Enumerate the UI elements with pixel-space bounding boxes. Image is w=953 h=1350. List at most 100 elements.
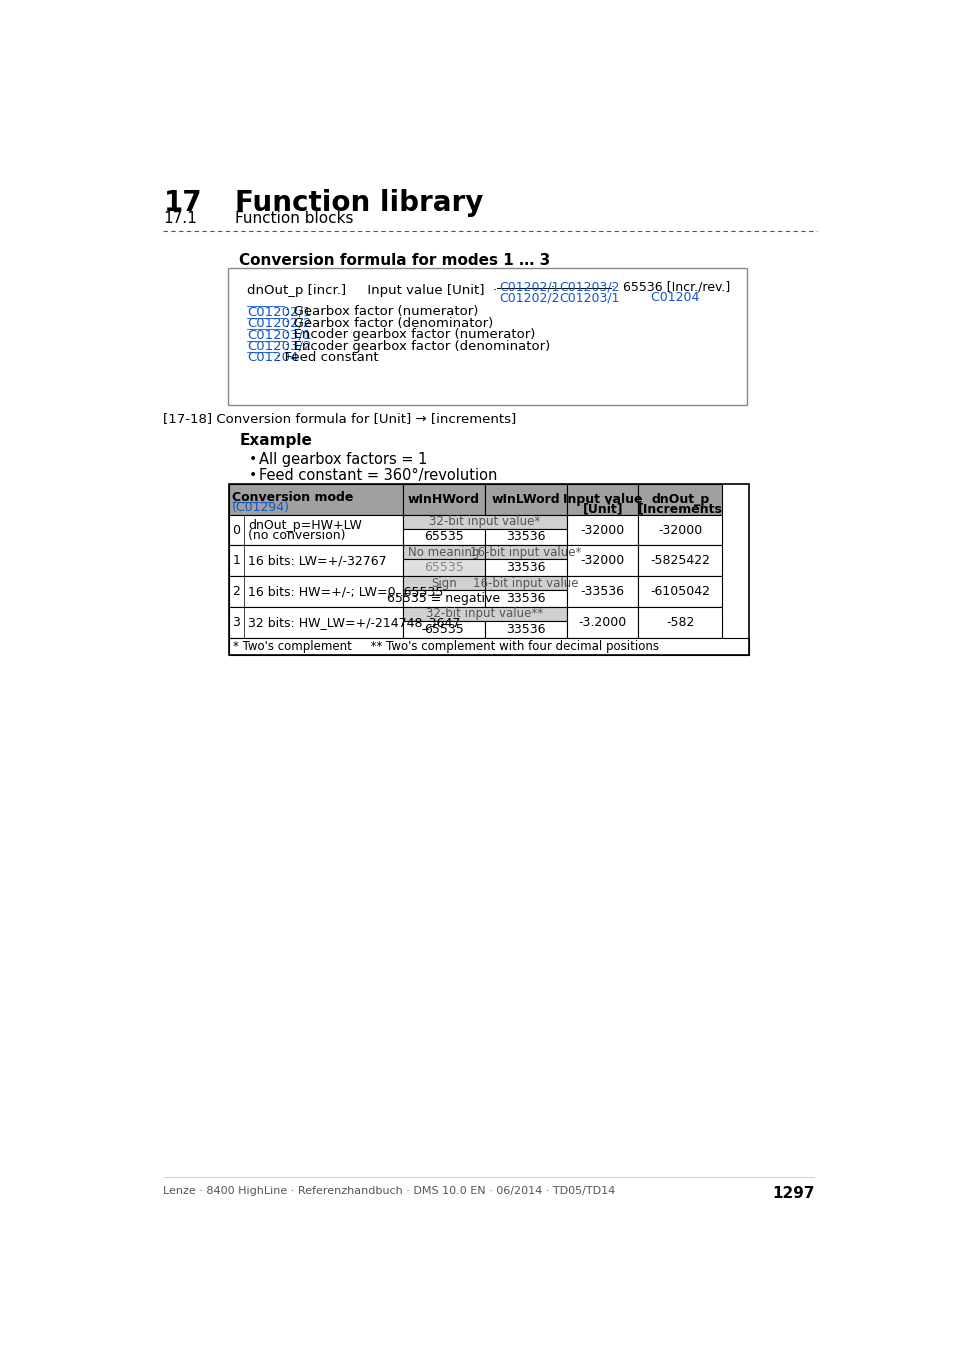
Bar [638, 545, 721, 576]
Bar [402, 590, 484, 608]
Text: 65535 ≡ negative: 65535 ≡ negative [387, 593, 500, 605]
Text: C01202/2: C01202/2 [498, 292, 558, 304]
Text: * Two's complement     ** Two's complement with four decimal positions: * Two's complement ** Two's complement w… [233, 640, 659, 653]
Bar [484, 483, 567, 514]
Bar [638, 608, 721, 637]
Text: ·  65536 [Incr./rev.]: · 65536 [Incr./rev.] [610, 281, 729, 293]
Text: : Encoder gearbox factor (numerator): : Encoder gearbox factor (numerator) [285, 328, 535, 342]
Bar [638, 514, 721, 545]
Text: C01203/1: C01203/1 [247, 328, 312, 342]
Text: 2: 2 [233, 585, 240, 598]
Text: Feed constant = 360°/revolution: Feed constant = 360°/revolution [258, 468, 497, 483]
Text: [Unit]: [Unit] [582, 502, 622, 516]
Text: 16 bits: LW=+/-32767: 16 bits: LW=+/-32767 [248, 555, 386, 567]
Text: Example: Example [239, 433, 312, 448]
Text: C01202/1: C01202/1 [247, 305, 312, 319]
Text: -5825422: -5825422 [650, 555, 710, 567]
Text: ·: · [550, 281, 554, 293]
Bar [229, 514, 402, 545]
Bar [567, 608, 638, 637]
Text: 16-bit input value: 16-bit input value [473, 576, 578, 590]
Text: -3.2000: -3.2000 [578, 616, 626, 629]
Bar [638, 576, 721, 608]
Text: 65535: 65535 [424, 531, 463, 544]
Text: : Feed constant: : Feed constant [275, 351, 378, 364]
Text: [17-18] Conversion formula for [Unit] → [increments]: [17-18] Conversion formula for [Unit] → … [163, 412, 517, 425]
Text: C01202/2: C01202/2 [247, 317, 312, 329]
Bar [567, 576, 638, 608]
Bar [402, 559, 484, 576]
Text: (C01294): (C01294) [232, 501, 290, 514]
Bar [638, 483, 721, 514]
Text: C01203/2: C01203/2 [558, 281, 619, 293]
Bar [229, 483, 748, 655]
Text: -32000: -32000 [658, 524, 701, 536]
Text: dnOut_p=HW+LW: dnOut_p=HW+LW [248, 520, 361, 532]
Bar [402, 528, 484, 545]
Bar [229, 576, 402, 608]
Text: Conversion mode: Conversion mode [232, 491, 353, 504]
Text: Conversion formula for modes 1 … 3: Conversion formula for modes 1 … 3 [239, 252, 550, 267]
Text: No meaning: No meaning [408, 545, 479, 559]
Text: Input value: Input value [562, 493, 642, 506]
Text: -32000: -32000 [580, 524, 624, 536]
Text: [Increments: [Increments [638, 502, 722, 516]
Text: Sign: Sign [431, 576, 456, 590]
Bar [402, 576, 484, 590]
Bar [567, 514, 638, 545]
Text: •: • [249, 468, 256, 482]
Text: C01203/1: C01203/1 [558, 292, 619, 304]
Bar [402, 621, 484, 637]
Bar [484, 621, 567, 637]
Text: 65535: 65535 [424, 622, 463, 636]
Text: 0: 0 [232, 524, 240, 536]
Text: (no conversion): (no conversion) [248, 528, 345, 541]
Text: : Gearbox factor (denominator): : Gearbox factor (denominator) [285, 317, 493, 329]
Bar [484, 590, 567, 608]
Text: dnOut_p [incr.]     Input value [Unit]  ·: dnOut_p [incr.] Input value [Unit] · [247, 284, 497, 297]
Text: 33536: 33536 [506, 562, 545, 574]
Text: dnOut_p: dnOut_p [651, 493, 709, 506]
Text: C01202/1: C01202/1 [498, 281, 558, 293]
Text: C01204: C01204 [247, 351, 298, 364]
Bar [484, 528, 567, 545]
Bar [229, 483, 402, 514]
Bar [402, 483, 484, 514]
Text: •: • [249, 451, 256, 466]
Text: 3: 3 [233, 616, 240, 629]
Bar [402, 545, 484, 559]
Text: -582: -582 [665, 616, 694, 629]
Text: Function blocks: Function blocks [235, 211, 354, 225]
Text: C01203/2: C01203/2 [247, 340, 312, 352]
Text: 17: 17 [163, 189, 202, 217]
Text: 32-bit input value*: 32-bit input value* [429, 516, 540, 528]
Text: 32 bits: HW_LW=+/-214748_3647: 32 bits: HW_LW=+/-214748_3647 [248, 616, 459, 629]
Text: 16 bits: HW=+/-; LW=0..65535: 16 bits: HW=+/-; LW=0..65535 [248, 585, 443, 598]
Bar [567, 545, 638, 576]
Text: 33536: 33536 [506, 531, 545, 544]
Bar [402, 514, 567, 528]
Bar [484, 545, 567, 559]
Text: 32-bit input value**: 32-bit input value** [426, 608, 543, 621]
Text: Function library: Function library [235, 189, 483, 217]
Bar [402, 608, 567, 621]
Bar [567, 483, 638, 514]
Text: -32000: -32000 [580, 555, 624, 567]
Text: All gearbox factors = 1: All gearbox factors = 1 [258, 451, 427, 467]
Text: 1297: 1297 [771, 1187, 814, 1202]
Bar [228, 269, 746, 405]
Bar [484, 559, 567, 576]
Text: wInHWord: wInHWord [408, 493, 479, 506]
Text: 33536: 33536 [506, 593, 545, 605]
Text: : Encoder gearbox factor (denominator): : Encoder gearbox factor (denominator) [285, 340, 550, 352]
Bar [229, 637, 748, 655]
Bar [484, 576, 567, 590]
Text: Lenze · 8400 HighLine · Referenzhandbuch · DMS 10.0 EN · 06/2014 · TD05/TD14: Lenze · 8400 HighLine · Referenzhandbuch… [163, 1187, 615, 1196]
Text: wInLWord: wInLWord [492, 493, 559, 506]
Text: 65535: 65535 [424, 562, 463, 574]
Text: 16-bit input value*: 16-bit input value* [470, 545, 581, 559]
Text: C01204: C01204 [610, 292, 699, 304]
Bar [229, 608, 402, 637]
Bar [229, 545, 402, 576]
Text: -33536: -33536 [580, 585, 624, 598]
